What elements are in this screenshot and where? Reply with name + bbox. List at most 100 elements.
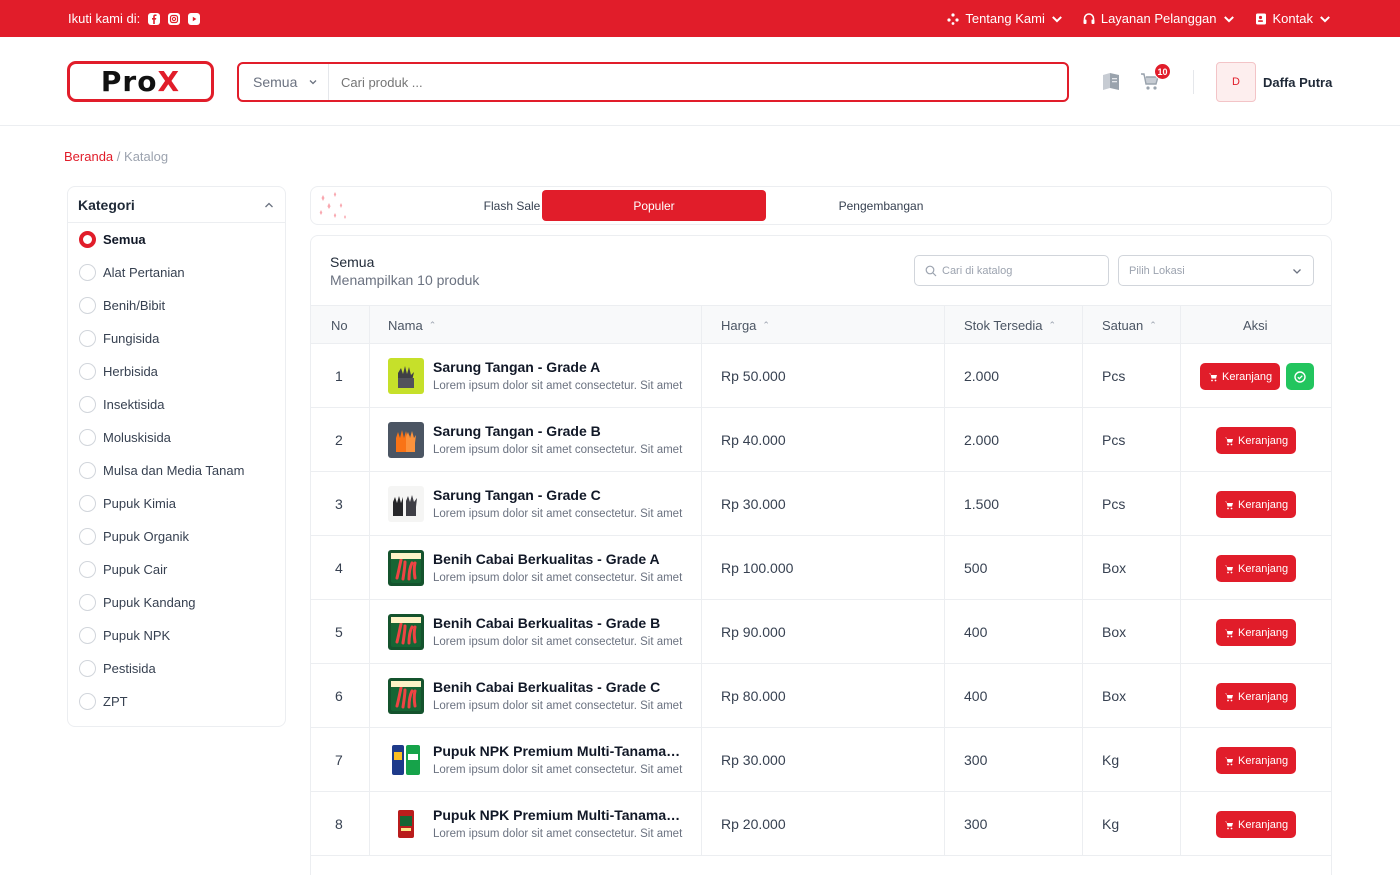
chevron-down-icon	[1051, 15, 1062, 22]
product-name[interactable]: Pupuk NPK Premium Multi-Tanaman - Grade …	[433, 807, 687, 823]
radio-button[interactable]	[79, 528, 96, 545]
radio-button[interactable]	[79, 660, 96, 677]
username[interactable]: Daffa Putra	[1263, 75, 1333, 90]
category-list: Semua Alat Pertanian Benih/Bibit Fungisida H…	[68, 223, 285, 718]
tab-pengembangan[interactable]: Pengembangan	[838, 198, 924, 213]
category-item[interactable]: Alat Pertanian	[68, 256, 285, 289]
catalog-subtitle: Menampilkan 10 produk	[330, 272, 480, 288]
radio-button[interactable]	[79, 693, 96, 710]
category-label: Pupuk Cair	[103, 562, 168, 577]
product-name[interactable]: Sarung Tangan - Grade A	[433, 359, 601, 375]
category-item[interactable]: Fungisida	[68, 322, 285, 355]
contact-label: Kontak	[1272, 11, 1313, 26]
category-item[interactable]: Pestisida	[68, 652, 285, 685]
product-name[interactable]: Sarung Tangan - Grade C	[433, 487, 601, 503]
product-image[interactable]	[388, 486, 424, 522]
product-name[interactable]: Pupuk NPK Premium Multi-Tanaman - Grade …	[433, 743, 687, 759]
chevron-down-icon	[1320, 15, 1330, 22]
product-name[interactable]: Benih Cabai Berkualitas - Grade B	[433, 615, 661, 631]
product-price: Rp 50.000	[721, 368, 786, 384]
column-name[interactable]: Nama ⌃	[388, 318, 437, 333]
column-stock[interactable]: Stok Tersedia ⌃	[964, 318, 1057, 333]
product-image[interactable]	[388, 614, 424, 650]
category-item[interactable]: Mulsa dan Media Tanam	[68, 454, 285, 487]
column-unit[interactable]: Satuan ⌃	[1102, 318, 1157, 333]
contact-icon	[1255, 13, 1266, 24]
add-to-cart-button[interactable]: Keranjang	[1216, 555, 1297, 582]
category-item[interactable]: Pupuk Kandang	[68, 586, 285, 619]
radio-button[interactable]	[79, 429, 96, 446]
cart-icon	[1225, 629, 1233, 637]
avatar[interactable]: D	[1216, 62, 1256, 102]
add-to-cart-button[interactable]: Keranjang	[1200, 363, 1281, 390]
chat-button[interactable]	[1286, 363, 1314, 390]
cart-icon	[1225, 565, 1233, 573]
radio-button[interactable]	[79, 231, 96, 248]
product-name[interactable]: Sarung Tangan - Grade B	[433, 423, 601, 439]
radio-button[interactable]	[79, 561, 96, 578]
add-to-cart-button[interactable]: Keranjang	[1216, 619, 1297, 646]
sort-icon: ⌃	[1048, 320, 1057, 330]
tab-flash-sale[interactable]: Flash Sale	[483, 198, 541, 213]
catalog-search-input[interactable]: Cari di katalog	[914, 255, 1109, 286]
add-to-cart-button[interactable]: Keranjang	[1216, 811, 1297, 838]
category-header[interactable]: Kategori	[68, 187, 285, 223]
customer-service-link[interactable]: Layanan Pelanggan	[1082, 11, 1236, 26]
category-item[interactable]: Semua	[68, 223, 285, 256]
category-item[interactable]: Insektisida	[68, 388, 285, 421]
chevron-down-icon	[1223, 15, 1234, 22]
category-item[interactable]: ZPT	[68, 685, 285, 718]
chevron-up-icon[interactable]	[263, 199, 275, 211]
add-to-cart-button[interactable]: Keranjang	[1216, 683, 1297, 710]
product-image[interactable]	[388, 358, 424, 394]
table-row: 8 Pupuk NPK Premium Multi-Tanaman - Grade…	[311, 792, 1331, 856]
product-image[interactable]	[388, 422, 424, 458]
catalog-book-icon[interactable]	[1100, 70, 1122, 92]
logo[interactable]: ProX	[67, 61, 214, 102]
category-item[interactable]: Pupuk NPK	[68, 619, 285, 652]
radio-button[interactable]	[79, 495, 96, 512]
location-select[interactable]: Pilih Lokasi	[1118, 255, 1314, 286]
product-image[interactable]	[388, 550, 424, 586]
category-item[interactable]: Herbisida	[68, 355, 285, 388]
radio-button[interactable]	[79, 363, 96, 380]
category-label: Mulsa dan Media Tanam	[103, 463, 245, 478]
sparkle-decoration-icon	[319, 192, 346, 219]
search-input[interactable]	[329, 74, 1067, 90]
instagram-icon[interactable]	[168, 12, 181, 25]
search-icon	[925, 265, 937, 276]
breadcrumb-home[interactable]: Beranda	[64, 149, 114, 164]
search-category-select[interactable]: Semua	[239, 64, 329, 100]
radio-button[interactable]	[79, 462, 96, 479]
product-image[interactable]	[388, 742, 424, 778]
product-name[interactable]: Benih Cabai Berkualitas - Grade C	[433, 679, 661, 695]
add-to-cart-button[interactable]: Keranjang	[1216, 747, 1297, 774]
category-item[interactable]: Moluskisida	[68, 421, 285, 454]
category-item[interactable]: Pupuk Organik	[68, 520, 285, 553]
add-to-cart-button[interactable]: Keranjang	[1216, 491, 1297, 518]
add-to-cart-button[interactable]: Keranjang	[1216, 427, 1297, 454]
breadcrumb: Beranda / Katalog	[64, 149, 168, 164]
product-name[interactable]: Benih Cabai Berkualitas - Grade A	[433, 551, 660, 567]
category-item[interactable]: Pupuk Kimia	[68, 487, 285, 520]
radio-button[interactable]	[79, 594, 96, 611]
product-image[interactable]	[388, 678, 424, 714]
category-label: Pupuk Kimia	[103, 496, 176, 511]
facebook-icon[interactable]	[148, 12, 161, 25]
column-price[interactable]: Harga ⌃	[721, 318, 770, 333]
radio-button[interactable]	[79, 330, 96, 347]
radio-button[interactable]	[79, 396, 96, 413]
product-stock: 300	[964, 816, 988, 832]
category-item[interactable]: Benih/Bibit	[68, 289, 285, 322]
tab-populer[interactable]: Populer	[542, 190, 766, 221]
contact-link[interactable]: Kontak	[1254, 11, 1332, 26]
headset-icon	[1083, 12, 1095, 24]
category-item[interactable]: Pupuk Cair	[68, 553, 285, 586]
radio-button[interactable]	[79, 297, 96, 314]
radio-button[interactable]	[79, 627, 96, 644]
product-image[interactable]	[388, 806, 424, 842]
radio-button[interactable]	[79, 264, 96, 281]
youtube-icon[interactable]	[188, 12, 201, 25]
product-description: Lorem ipsum dolor sit amet consectetur. …	[433, 828, 683, 840]
about-link[interactable]: Tentang Kami	[946, 11, 1064, 26]
